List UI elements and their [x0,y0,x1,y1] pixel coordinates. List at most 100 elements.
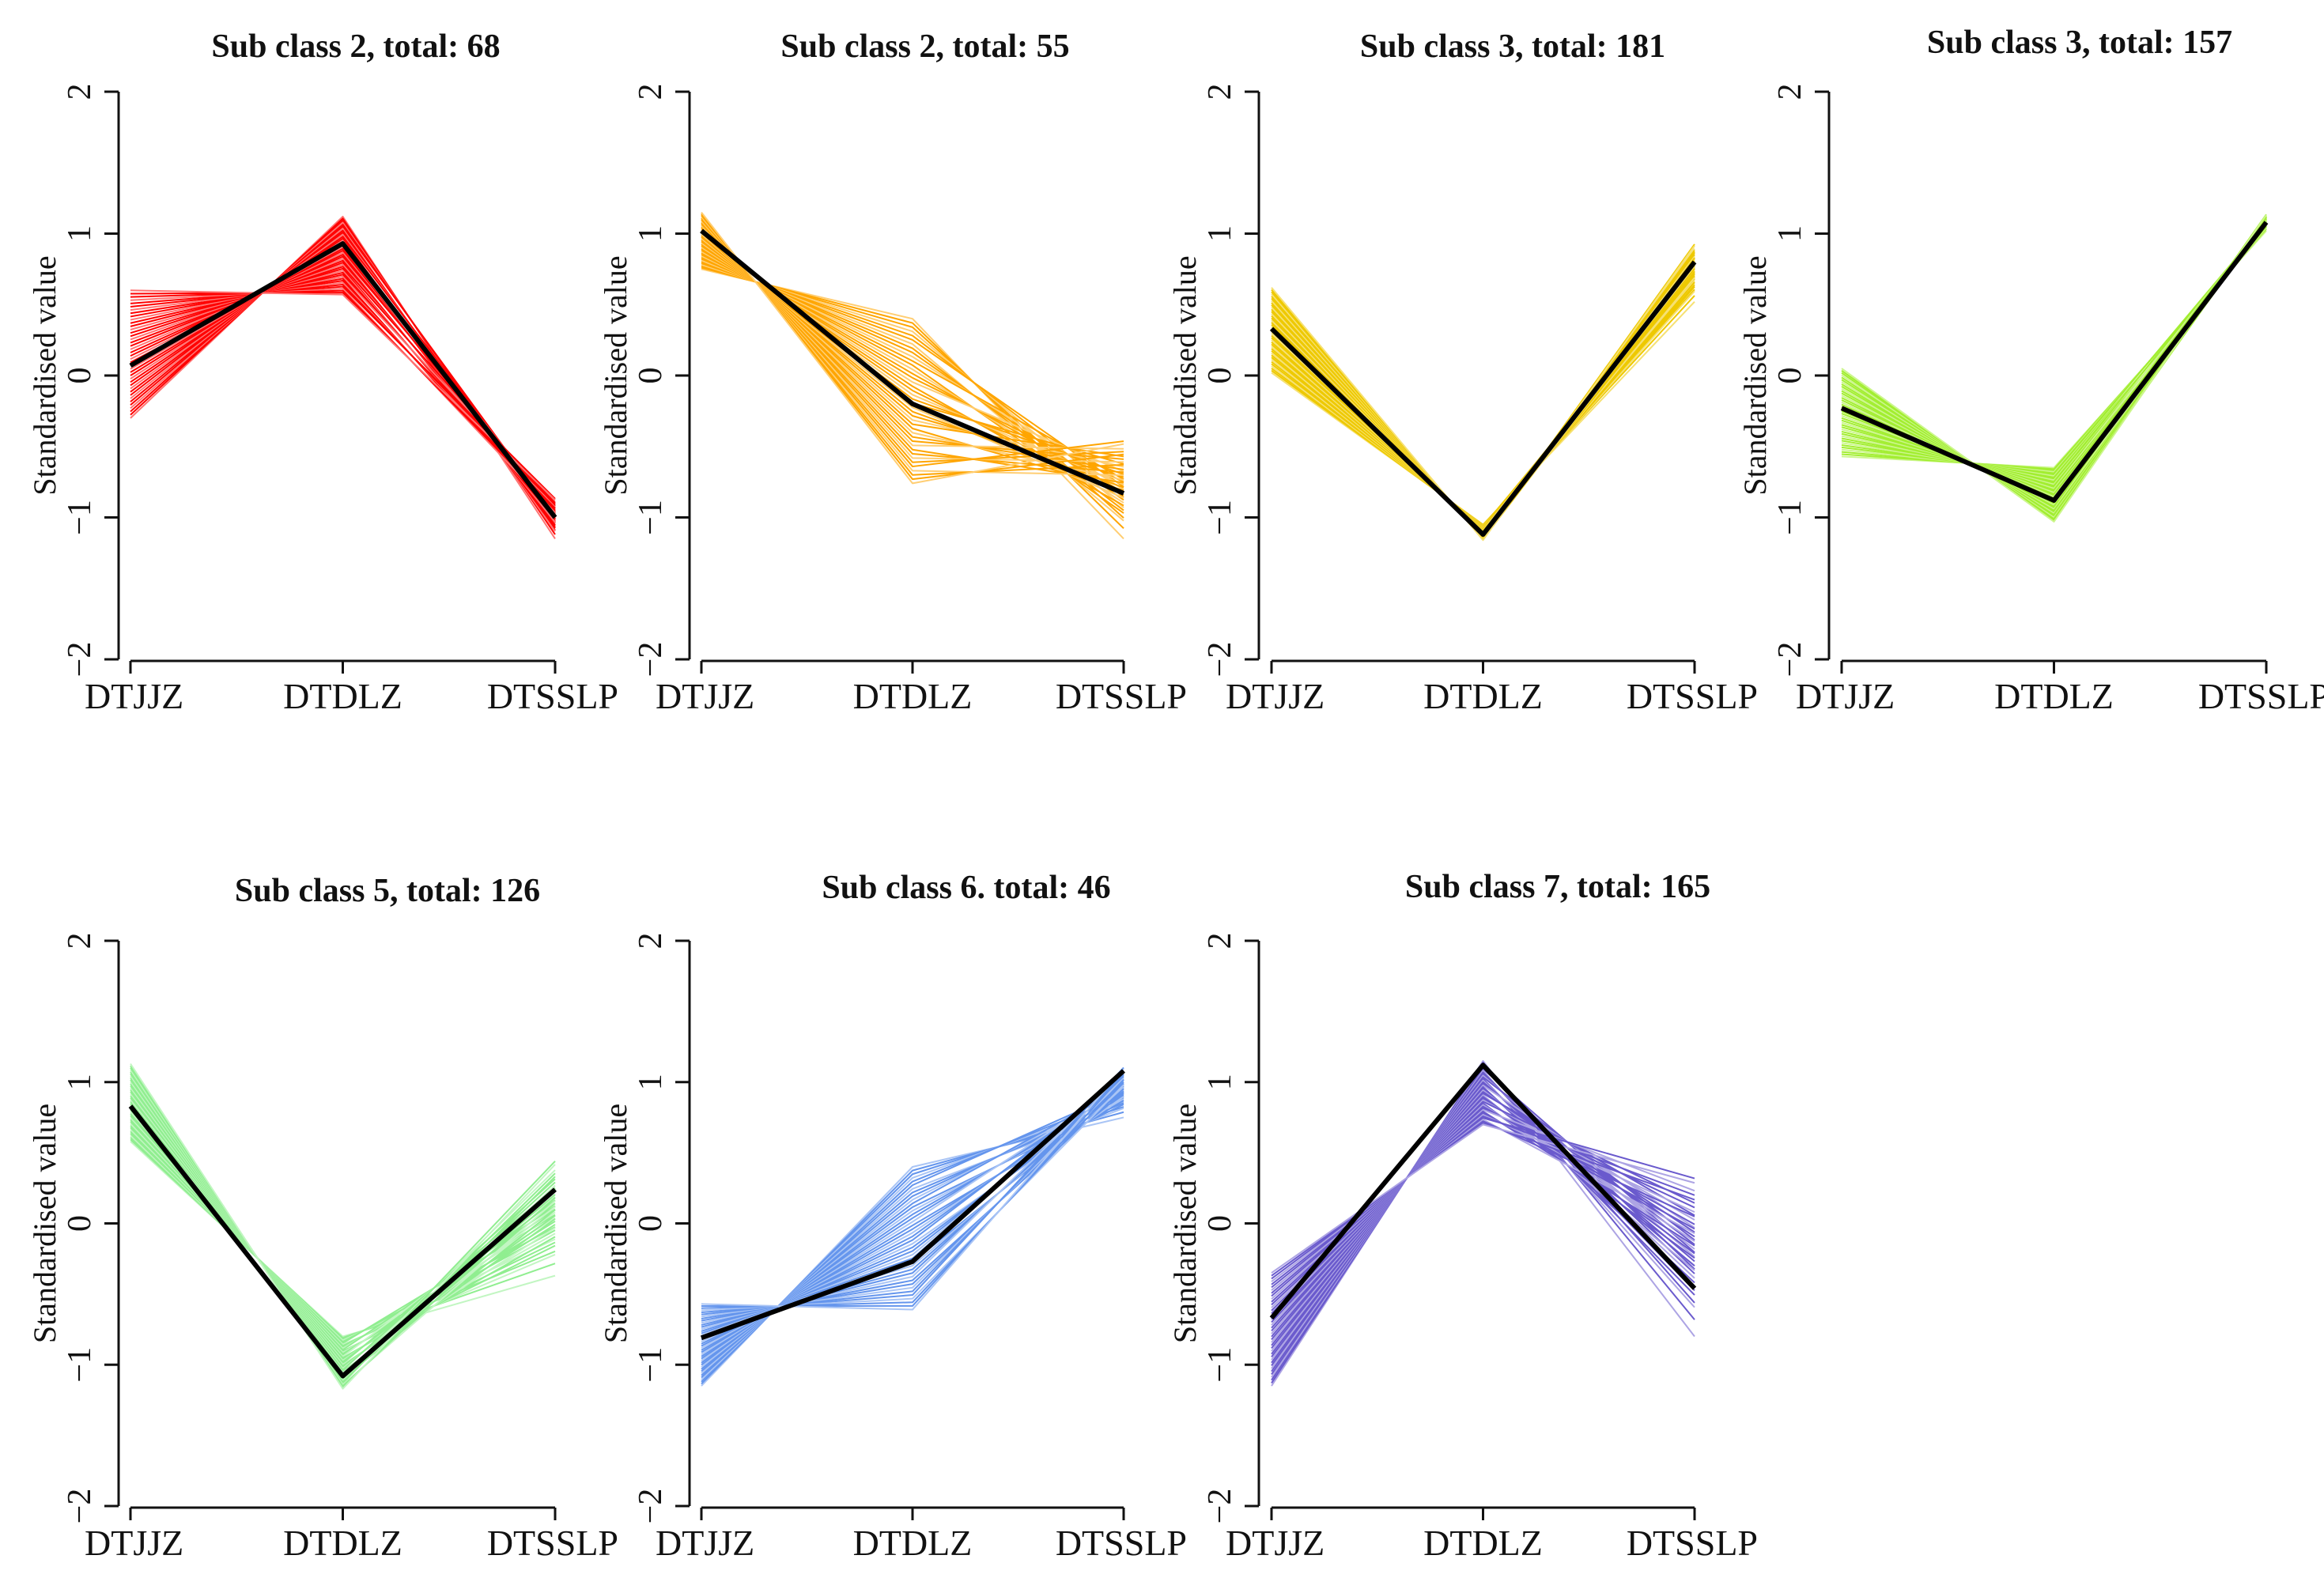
x-tick-label: DTDLZ [1994,676,2114,716]
y-tick-label: 0 [62,1215,98,1232]
profile-lines [1841,213,2267,523]
x-tick-label: DTSSLP [1056,676,1187,716]
y-tick-label: 1 [1202,1074,1238,1090]
x-tick-label: DTSSLP [487,1523,618,1563]
y-tick-label: 2 [1772,84,1808,100]
profile-line [1271,1094,1695,1326]
profile-line [701,1072,1124,1316]
profile-line [130,1107,556,1361]
chart-panel-7: Sub class 7, total: 165 2 1 0 −1 −2 Standardis… [1167,869,1758,1563]
profile-lines [130,215,556,539]
y-tick-label: 2 [633,84,669,100]
profile-lines [701,1066,1124,1387]
profile-line [130,288,556,514]
profile-line [701,240,1124,476]
profile-line [1841,217,2267,509]
y-tick-label: −1 [633,1347,669,1383]
profile-line [130,289,556,500]
profile-line [1271,1088,1695,1338]
profile-line [701,1068,1124,1311]
chart-panel-6: Sub class 6. total: 46 2 1 0 −1 −2 Standardise… [598,870,1187,1563]
profile-line [1271,1119,1695,1282]
x-tick-label: DTDLZ [853,1523,973,1563]
profile-line [1841,220,2267,483]
profile-line [130,292,556,505]
y-axis-title: Standardised value [1737,255,1773,495]
chart-title: Sub class 6. total: 46 [822,870,1110,906]
profile-line [1271,1120,1695,1280]
y-tick-label: 0 [1202,1215,1238,1232]
profile-line [130,1083,556,1376]
profile-line [130,1108,556,1359]
profile-line [130,1087,556,1374]
x-tick-label: DTJJZ [85,1523,183,1563]
x-tick-label: DTSSLP [1627,1523,1758,1563]
mean-line [1269,1063,1697,1320]
profile-line [701,221,1124,474]
profile-lines [130,1063,556,1390]
y-axis-title: Standardised value [598,1104,633,1343]
y-tick-label: −2 [62,1489,98,1524]
mean-line [129,241,557,519]
chart-panel-2: Sub class 2, total: 55 2 1 0 −1 −2 Standardise… [598,28,1187,716]
y-axis-title: Standardised value [27,255,62,495]
profile-line [1271,1070,1695,1369]
chart-title: Sub class 7, total: 165 [1405,869,1710,905]
profile-line [701,1074,1124,1308]
x-tick-label: DTDLZ [283,676,402,716]
y-tick-label: −1 [633,500,669,535]
mean-line [700,228,1125,496]
profile-line [130,1085,556,1375]
chart-panel-5: Sub class 5, total: 126 2 1 0 −1 −2 Standardis… [27,873,618,1563]
x-tick-label: DTSSLP [2198,676,2324,716]
y-tick-label: 0 [62,368,98,384]
y-tick-label: 0 [1202,368,1238,384]
profile-line [701,213,1124,481]
y-tick-label: 1 [62,225,98,242]
y-tick-label: −2 [1202,1489,1238,1524]
mean-line [1840,221,2269,503]
y-tick-label: 0 [633,368,669,384]
x-tick-label: DTJJZ [1796,676,1895,716]
y-tick-label: 2 [62,84,98,100]
profile-line [130,1111,556,1357]
profile-line [1271,1122,1695,1277]
y-tick-label: 2 [1202,933,1238,949]
chart-title: Sub class 2, total: 55 [780,28,1069,65]
y-tick-label: −1 [62,500,98,535]
y-tick-label: −2 [62,642,98,678]
x-tick-label: DTDLZ [1423,676,1543,716]
profile-line [130,1063,556,1390]
profile-line [130,1081,556,1378]
x-tick-label: DTDLZ [283,1523,402,1563]
y-tick-label: 0 [633,1215,669,1232]
y-axis-title: Standardised value [598,255,633,495]
y-tick-label: −2 [633,1489,669,1524]
mean-line [1269,260,1697,538]
x-tick-label: DTJJZ [85,676,183,716]
profile-line [1271,267,1695,531]
profile-line [1271,1117,1695,1285]
y-tick-label: 1 [1772,225,1808,242]
profile-line [701,219,1124,463]
y-tick-label: −1 [62,1347,98,1383]
profile-line [130,284,556,504]
x-tick-label: DTSSLP [1627,676,1758,716]
chart-panel-1: Sub class 2, total: 68 2 1 0 −1 −2 Standardise… [27,28,618,716]
profile-line [1271,1085,1695,1341]
profile-line [1271,245,1695,542]
y-tick-label: 2 [1202,84,1238,100]
profile-line [1841,221,2267,476]
y-axis-title: Standardised value [1167,1104,1203,1343]
profile-line [130,1112,556,1357]
profile-line [1841,215,2267,511]
chart-title: Sub class 5, total: 126 [235,873,540,909]
profile-line [130,1089,556,1372]
profile-line [130,1115,556,1355]
profile-line [701,220,1124,463]
profile-line [701,265,1124,519]
y-tick-label: 1 [62,1074,98,1090]
chart-title: Sub class 3, total: 157 [1927,25,2232,61]
chart-title: Sub class 3, total: 181 [1360,28,1665,65]
